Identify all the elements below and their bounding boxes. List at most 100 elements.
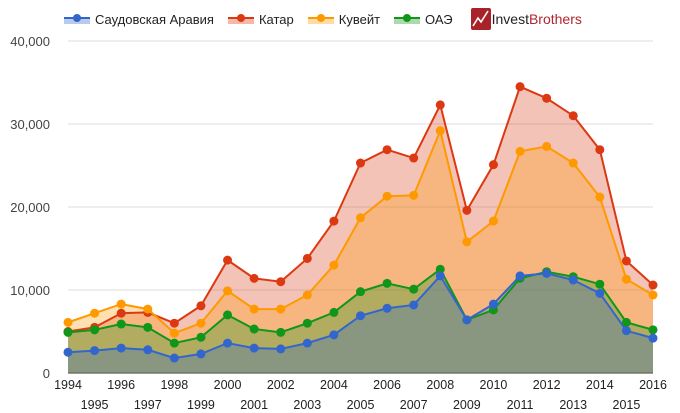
data-point — [621, 326, 631, 336]
data-point — [462, 315, 472, 325]
x-tick-label: 1994 — [54, 378, 82, 392]
data-point — [648, 280, 658, 290]
data-point — [63, 327, 73, 337]
data-point — [90, 308, 100, 318]
legend-item-uae[interactable]: ОАЭ — [394, 12, 453, 27]
data-point — [302, 253, 312, 263]
series-area — [68, 273, 653, 373]
data-point — [223, 310, 233, 320]
legend-swatch — [394, 14, 421, 24]
data-point — [435, 264, 445, 274]
data-point — [116, 308, 126, 318]
x-tick-label: 2009 — [453, 398, 481, 412]
logo-text-invest: Invest — [491, 11, 529, 27]
data-point — [568, 111, 578, 121]
data-point — [90, 325, 100, 335]
data-point — [648, 290, 658, 300]
data-point — [63, 317, 73, 327]
data-point — [143, 322, 153, 332]
legend-label: ОАЭ — [425, 11, 453, 27]
data-point — [223, 338, 233, 348]
data-point — [568, 275, 578, 285]
data-point — [462, 237, 472, 247]
x-tick-label: 2005 — [347, 398, 375, 412]
y-tick-label: 20,000 — [10, 200, 50, 215]
x-tick-label: 2006 — [373, 378, 401, 392]
x-tick-label: 1996 — [107, 378, 135, 392]
data-point — [382, 303, 392, 313]
data-point — [169, 353, 179, 363]
legend-swatch — [64, 14, 90, 24]
legend-item-saudi[interactable]: Саудовская Аравия — [64, 12, 214, 27]
data-point — [409, 190, 419, 200]
data-point — [621, 274, 631, 284]
data-point — [435, 126, 445, 136]
data-point — [143, 304, 153, 314]
data-point — [595, 288, 605, 298]
data-point — [542, 141, 552, 151]
legend-label: Кувейт — [338, 11, 381, 27]
data-point — [515, 82, 525, 92]
data-point — [435, 100, 445, 110]
x-tick-label: 2000 — [214, 378, 242, 392]
data-point — [435, 271, 445, 281]
data-point — [169, 338, 179, 348]
data-point — [356, 311, 365, 321]
x-tick-label: 2012 — [533, 378, 561, 392]
data-point — [276, 304, 286, 314]
data-point — [329, 330, 339, 340]
data-point — [542, 93, 552, 103]
data-point — [329, 307, 339, 317]
y-tick-label: 30,000 — [10, 117, 50, 132]
series-area — [68, 130, 653, 373]
data-point — [648, 325, 658, 335]
legend-swatch — [307, 14, 334, 24]
data-point — [568, 158, 578, 168]
data-point — [462, 205, 472, 215]
data-point — [223, 286, 233, 296]
legend-item-qatar[interactable]: Катар — [227, 11, 294, 27]
data-point — [249, 304, 259, 314]
investbrothers-logo: Invest Brothers — [470, 8, 582, 30]
data-point — [488, 216, 498, 226]
x-tick-label: 2010 — [480, 378, 508, 392]
data-point — [249, 273, 259, 283]
data-point — [90, 346, 100, 356]
series-area — [68, 86, 653, 374]
data-point — [302, 338, 312, 348]
data-point — [488, 160, 498, 170]
x-tick-label: 2007 — [400, 398, 428, 412]
data-point — [302, 318, 312, 328]
x-tick-label: 1997 — [134, 398, 162, 412]
x-tick-label: 2003 — [293, 398, 321, 412]
data-point — [382, 191, 392, 201]
data-point — [515, 146, 525, 156]
data-point — [276, 344, 286, 354]
x-tick-label: 1995 — [81, 398, 109, 412]
data-point — [196, 318, 206, 328]
x-tick-label: 2011 — [507, 398, 534, 412]
data-point — [116, 319, 126, 329]
data-point — [276, 277, 286, 287]
data-point — [249, 343, 259, 353]
data-point — [515, 271, 525, 281]
legend-label: Катар — [258, 11, 294, 27]
x-tick-label: 1999 — [187, 398, 215, 412]
x-tick-label: 2016 — [639, 378, 667, 392]
x-tick-label: 2014 — [586, 378, 614, 392]
data-point — [595, 279, 605, 289]
data-point — [488, 299, 498, 309]
x-tick-label: 1998 — [160, 378, 188, 392]
data-point — [356, 213, 365, 223]
data-point — [116, 299, 126, 309]
x-tick-label: 2008 — [426, 378, 454, 392]
legend-item-kuwait[interactable]: Кувейт — [307, 11, 381, 27]
logo-text-brothers: Brothers — [528, 11, 582, 27]
data-point — [143, 345, 153, 355]
data-point — [409, 300, 419, 310]
data-point — [356, 158, 365, 168]
data-point — [196, 349, 206, 359]
data-point — [276, 327, 286, 337]
